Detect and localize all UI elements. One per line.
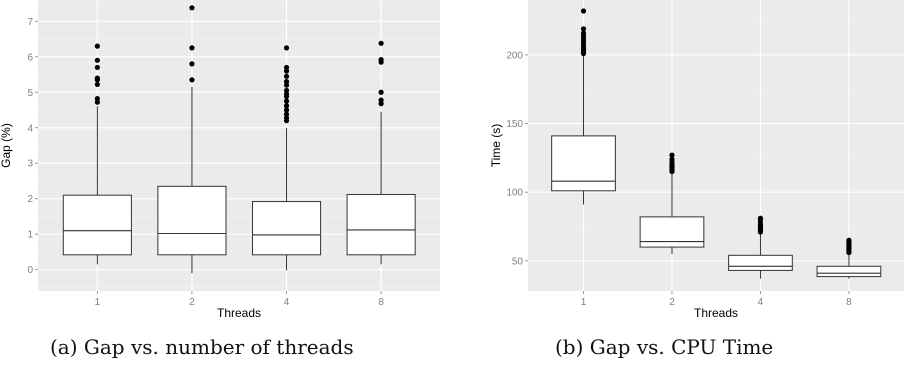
- box-4: [728, 215, 793, 279]
- y-tick-label: 2: [27, 194, 33, 205]
- x-tick-label: 1: [581, 297, 587, 308]
- outlier-point: [283, 73, 290, 79]
- y-tick-label: 7: [27, 17, 33, 28]
- outlier-point: [580, 8, 587, 14]
- outlier-point: [189, 77, 195, 83]
- outlier-point: [846, 237, 852, 243]
- outlier-point: [189, 45, 195, 51]
- y-tick-label: 4: [27, 123, 33, 134]
- outlier-point: [94, 81, 100, 88]
- outlier-point: [189, 61, 195, 67]
- outlier-point: [283, 107, 290, 113]
- outlier-point: [94, 64, 100, 71]
- box-iqr: [551, 135, 616, 192]
- outlier-point: [94, 96, 100, 102]
- outlier-point: [378, 89, 384, 95]
- y-tick-label: 6: [27, 52, 33, 63]
- box-1: [62, 43, 132, 265]
- y-tick-label: 100: [506, 188, 523, 199]
- panel-a-gap-vs-threads: 0 1 2 3 4 5 6 7 1 2 4 8 Threads Gap (%): [0, 0, 440, 320]
- x-tick-label: 1: [95, 297, 101, 308]
- outlier-point: [94, 57, 100, 63]
- x-tick-label: 2: [189, 297, 195, 308]
- box-2: [157, 5, 227, 274]
- outlier-point: [283, 98, 290, 104]
- y-tick-label: 1: [27, 230, 33, 241]
- caption-a: (a) Gap vs. number of threads: [50, 335, 354, 359]
- outlier-point: [669, 152, 675, 158]
- x-axis-label: Threads: [694, 306, 738, 320]
- x-tick-label: 4: [284, 297, 290, 308]
- outlier-point: [757, 215, 764, 221]
- y-axis-label: Gap (%): [0, 123, 13, 168]
- outlier-point: [378, 97, 384, 103]
- box-2: [639, 152, 705, 254]
- box-iqr: [251, 201, 322, 256]
- x-tick-label: 4: [758, 297, 764, 308]
- outlier-point: [283, 79, 290, 85]
- panel-b-time-vs-threads: 50 100 150 200 1 2 4 8 Threads Time (s): [489, 0, 904, 320]
- x-tick-label: 8: [846, 297, 852, 308]
- x-tick-label: 8: [378, 297, 384, 308]
- box-4: [251, 45, 322, 271]
- outlier-point: [283, 45, 290, 51]
- outlier-point: [283, 103, 290, 109]
- box-8: [346, 40, 416, 265]
- y-axis-label: Time (s): [489, 124, 503, 168]
- y-tick-label: 50: [512, 256, 524, 267]
- x-tick-label: 2: [669, 297, 675, 308]
- box-iqr: [62, 194, 132, 256]
- box-8: [816, 237, 882, 279]
- y-tick-label: 0: [27, 265, 33, 276]
- outlier-point: [94, 43, 100, 49]
- x-axis-label: Threads: [217, 306, 261, 320]
- box-iqr: [816, 265, 882, 278]
- outlier-point: [378, 40, 384, 46]
- caption-b: (b) Gap vs. CPU Time: [555, 335, 774, 359]
- y-tick-label: 5: [27, 88, 33, 99]
- outlier-point: [378, 57, 384, 63]
- outlier-point: [580, 26, 587, 32]
- box-iqr: [728, 254, 793, 271]
- box-iqr: [346, 193, 416, 256]
- outlier-point: [283, 111, 290, 117]
- box-iqr: [157, 185, 227, 256]
- y-tick-label: 3: [27, 159, 33, 170]
- outlier-point: [283, 87, 290, 94]
- box-iqr: [639, 216, 705, 248]
- outlier-point: [94, 75, 100, 81]
- y-tick-label: 200: [506, 50, 523, 61]
- y-tick-label: 150: [506, 119, 523, 130]
- outlier-point: [669, 156, 675, 162]
- outlier-point: [189, 5, 195, 11]
- box-1: [551, 8, 616, 205]
- outlier-point: [580, 30, 587, 36]
- outlier-point: [283, 64, 290, 71]
